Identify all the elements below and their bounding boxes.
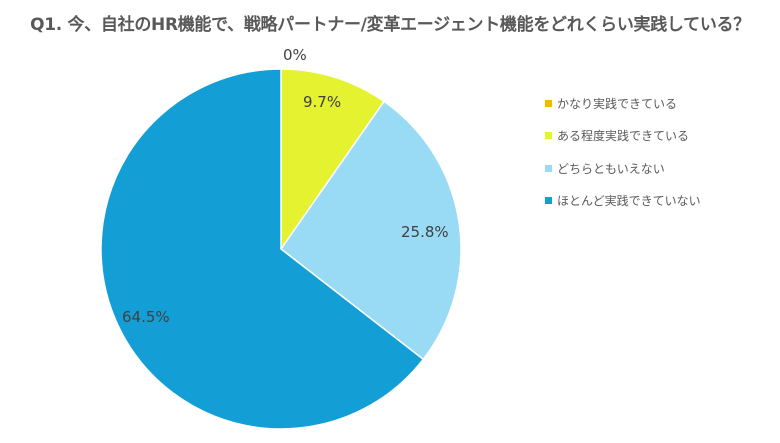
pie-slice <box>279 100 462 361</box>
pie-slice <box>100 68 425 430</box>
legend: かなり実践できている ある程度実践できている どちらともいえない ほとんど実践で… <box>545 94 701 224</box>
legend-swatch <box>545 99 552 107</box>
legend-swatch <box>545 132 552 139</box>
legend-swatch <box>545 164 552 172</box>
data-label-1: 9.7% <box>303 93 341 111</box>
legend-label: どちらともいえない <box>557 161 665 176</box>
data-label-2: 25.8% <box>401 223 449 241</box>
legend-label: ある程度実践できている <box>557 129 690 143</box>
legend-item: どちらともいえない <box>545 159 701 177</box>
data-label-0: 0% <box>283 46 307 64</box>
chart-title: Q1. 今、自社のHR機能で、戦略パートナー/変革エージェント機能をどれくらい実… <box>30 15 750 35</box>
data-label-3: 64.5% <box>122 308 170 326</box>
legend-item: ある程度実践できている <box>545 127 701 145</box>
pie-slices <box>100 68 462 430</box>
pie-slice <box>280 68 386 252</box>
legend-item: ほとんど実践できていない <box>545 192 701 210</box>
legend-label: かなり実践できている <box>557 96 678 111</box>
legend-swatch <box>545 197 552 204</box>
legend-item: かなり実践できている <box>545 94 701 112</box>
legend-label: ほとんど実践できていない <box>557 194 701 208</box>
